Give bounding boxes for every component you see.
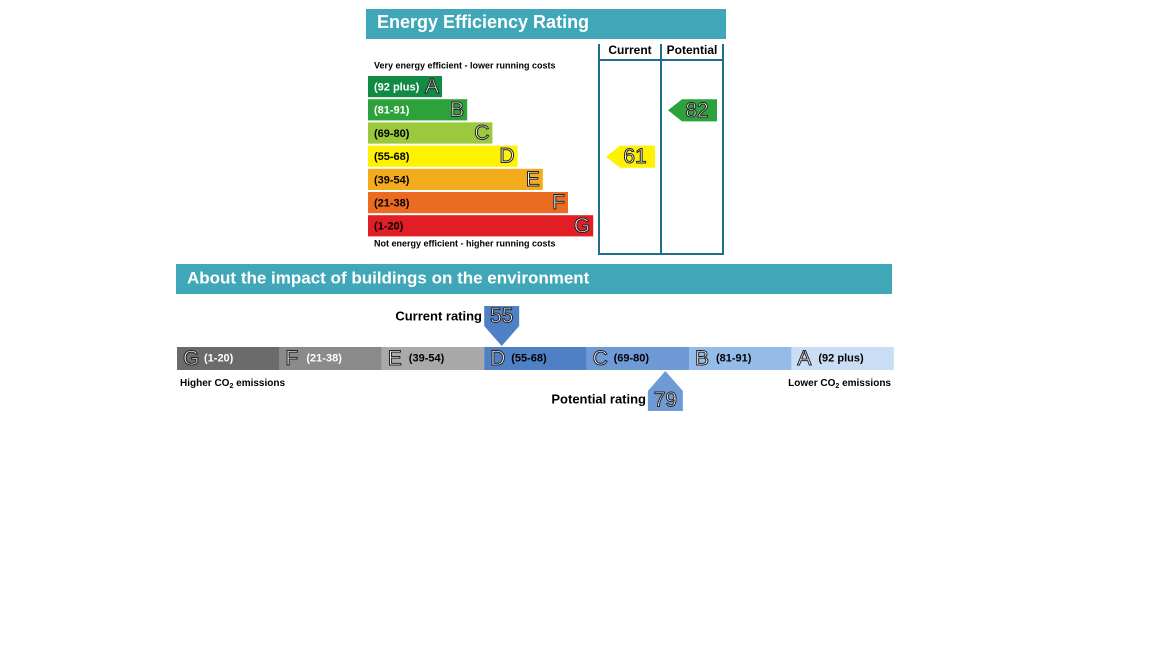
env-range: (81-91): [716, 352, 752, 364]
left-note: Higher CO2 emissions: [180, 378, 285, 390]
current-label: Current rating: [395, 308, 482, 323]
env-band: [381, 347, 485, 370]
env-range: (1-20): [204, 352, 234, 364]
env-letter: B: [695, 347, 709, 370]
band-range: (92 plus): [374, 82, 420, 94]
band: [368, 99, 468, 121]
band-letter: B: [450, 98, 464, 121]
bottom-note: Not energy efficient - higher running co…: [374, 238, 556, 248]
band: [368, 145, 518, 167]
env-range: (55-68): [511, 352, 547, 364]
rating-value: 82: [685, 99, 708, 122]
band: [368, 168, 543, 190]
env-letter: E: [388, 347, 402, 370]
column-header: Potential: [667, 43, 718, 57]
env-letter: C: [593, 347, 608, 370]
band: [368, 76, 442, 98]
env-letter: G: [183, 347, 199, 370]
band-range: (55-68): [374, 151, 410, 163]
env-letter: F: [285, 347, 298, 370]
band: [368, 122, 493, 144]
env-band: [586, 347, 689, 370]
band-letter: F: [552, 191, 565, 214]
env-band: [689, 347, 792, 370]
band-range: (69-80): [374, 128, 410, 140]
title: Energy Efficiency Rating: [377, 12, 589, 32]
title-bar: [366, 9, 726, 39]
column-header: Current: [608, 43, 651, 57]
band-letter: D: [499, 145, 514, 168]
current-arrow: [484, 306, 520, 346]
column-frame: [598, 44, 724, 255]
right-note: Lower CO2 emissions: [788, 378, 891, 390]
env-range: (39-54): [409, 352, 445, 364]
rating-value: 61: [623, 145, 646, 168]
band-letter: C: [474, 122, 489, 145]
band-range: (1-20): [374, 221, 404, 233]
env-range: (69-80): [614, 352, 650, 364]
potential-arrow: [647, 371, 683, 411]
current-value: 55: [490, 305, 513, 328]
env-letter: A: [797, 347, 811, 370]
env-letter: D: [490, 347, 505, 370]
band-range: (21-38): [374, 198, 410, 210]
env-band: [791, 347, 894, 370]
potential-value: 79: [654, 389, 677, 412]
band-letter: E: [526, 168, 540, 191]
band: [368, 192, 568, 214]
potential-label: Potential rating: [551, 391, 646, 406]
band-letter: A: [425, 75, 439, 98]
title: About the impact of buildings on the env…: [187, 268, 590, 287]
band-range: (81-91): [374, 105, 410, 117]
band-letter: G: [574, 214, 590, 237]
top-note: Very energy efficient - lower running co…: [374, 60, 556, 70]
env-band: [484, 347, 587, 370]
band: [368, 215, 594, 237]
title-bar: [176, 264, 892, 294]
env-range: (21-38): [306, 352, 342, 364]
env-range: (92 plus): [818, 352, 864, 364]
rating-arrow: [668, 99, 717, 122]
rating-arrow: [606, 145, 655, 168]
band-range: (39-54): [374, 174, 410, 186]
env-band: [279, 347, 382, 370]
env-band: [177, 347, 280, 370]
